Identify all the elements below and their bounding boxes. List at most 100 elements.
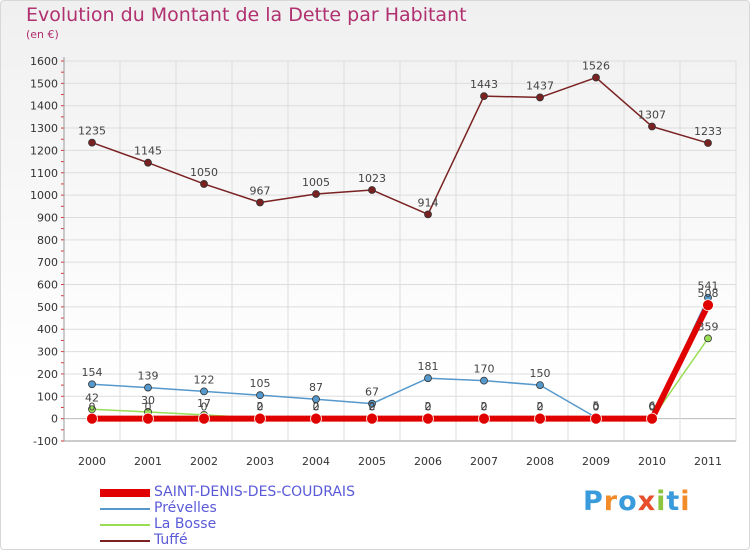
data-point: [366, 412, 378, 425]
data-point: [480, 92, 488, 100]
proxiti-logo: Proxiti: [583, 486, 691, 517]
data-label: 1235: [78, 125, 106, 138]
data-label: 0: [313, 401, 320, 414]
grid: [63, 60, 737, 442]
legend-swatch: [100, 524, 150, 526]
data-point: [142, 412, 154, 425]
data-label: 67: [365, 386, 379, 399]
data-label: 508: [698, 287, 719, 300]
data-label: 87: [309, 381, 323, 394]
legend-swatch: [100, 540, 150, 542]
y-tick-label: 300: [37, 346, 58, 359]
legend-label: Prévelles: [154, 500, 217, 516]
y-tick-label: 400: [37, 323, 58, 336]
data-label: 1526: [582, 60, 610, 73]
data-point: [422, 412, 434, 425]
data-label: 1050: [190, 166, 218, 179]
legend-label: Tuffé: [154, 532, 188, 548]
x-tick-label: 2002: [190, 455, 218, 468]
line-chart: -100010020030040050060070080090010001100…: [30, 55, 737, 468]
data-point: [424, 210, 432, 219]
data-point: [702, 299, 714, 311]
data-label: 359: [698, 320, 719, 333]
data-point: [424, 374, 432, 383]
data-point: [592, 73, 600, 82]
data-label: 0: [89, 401, 96, 414]
y-tick-label: 700: [37, 256, 58, 269]
y-tick-label: 1500: [30, 77, 58, 90]
legend-swatch: [100, 508, 150, 510]
data-label: 5: [593, 400, 600, 413]
data-label: 0: [593, 401, 600, 414]
legend-label: SAINT-DENIS-DES-COUDRAIS: [154, 484, 355, 500]
y-tick-label: 800: [37, 234, 58, 247]
logo-letter: P: [583, 486, 604, 517]
data-point: [200, 387, 208, 396]
legend-swatch: [100, 489, 150, 497]
data-label: 1023: [358, 172, 386, 185]
y-axis-unit: (en €): [26, 28, 59, 41]
data-label: 0: [201, 401, 208, 414]
data-label: 967: [250, 184, 271, 197]
data-label: 150: [530, 367, 551, 380]
y-tick-label: 1200: [30, 144, 58, 157]
logo-letter: t: [666, 486, 681, 517]
logo-letter: x: [637, 486, 657, 517]
data-label: 541: [698, 280, 719, 293]
data-point: [198, 412, 210, 425]
y-tick-label: 1400: [30, 100, 58, 113]
data-label: 105: [250, 377, 271, 390]
data-point: [200, 180, 208, 188]
data-label: 139: [138, 370, 159, 383]
data-point: [144, 158, 152, 167]
data-point: [648, 122, 656, 131]
data-label: 1145: [134, 145, 162, 158]
data-label: 0: [145, 401, 152, 414]
axes: -100010020030040050060070080090010001100…: [30, 55, 736, 468]
data-label: 154: [82, 366, 103, 379]
data-label: 2: [537, 400, 544, 413]
x-tick-label: 2000: [78, 455, 106, 468]
data-point: [86, 412, 98, 425]
data-label: 17: [197, 397, 211, 410]
y-tick-label: 100: [37, 390, 58, 403]
data-point: [144, 383, 152, 392]
data-point: [256, 391, 264, 400]
data-point: [312, 190, 320, 198]
logo-letter: i: [656, 486, 667, 517]
legend-label: La Bosse: [154, 516, 217, 532]
data-label: 2: [257, 400, 264, 413]
y-tick-label: 500: [37, 301, 58, 314]
y-tick-label: 0: [51, 413, 58, 426]
series-line: [92, 303, 711, 422]
data-point: [478, 412, 490, 425]
data-label: 0: [649, 401, 656, 414]
chart-title: Evolution du Montant de la Dette par Hab…: [26, 4, 467, 26]
data-point: [590, 412, 602, 425]
data-label: 1307: [638, 108, 666, 121]
data-label: 2: [369, 400, 376, 413]
data-label: 181: [418, 360, 439, 373]
data-label: 0: [369, 401, 376, 414]
x-tick-label: 2004: [302, 455, 330, 468]
data-label: 0: [257, 401, 264, 414]
logo-letter: r: [603, 486, 619, 517]
data-point: [254, 412, 266, 425]
data-point: [536, 381, 544, 390]
data-point: [536, 93, 544, 102]
series-layer: [86, 73, 714, 425]
data-label: 0: [649, 401, 656, 414]
data-point: [704, 334, 712, 343]
data-label: 1005: [302, 176, 330, 189]
x-tick-label: 2006: [414, 455, 442, 468]
data-point: [312, 395, 320, 404]
data-label: 2: [481, 400, 488, 413]
data-label: 6: [649, 399, 656, 412]
y-tick-label: 600: [37, 279, 58, 292]
data-label: 914: [418, 196, 439, 209]
data-label: 0: [537, 401, 544, 414]
x-tick-label: 2008: [526, 455, 554, 468]
data-label: 2: [425, 400, 432, 413]
